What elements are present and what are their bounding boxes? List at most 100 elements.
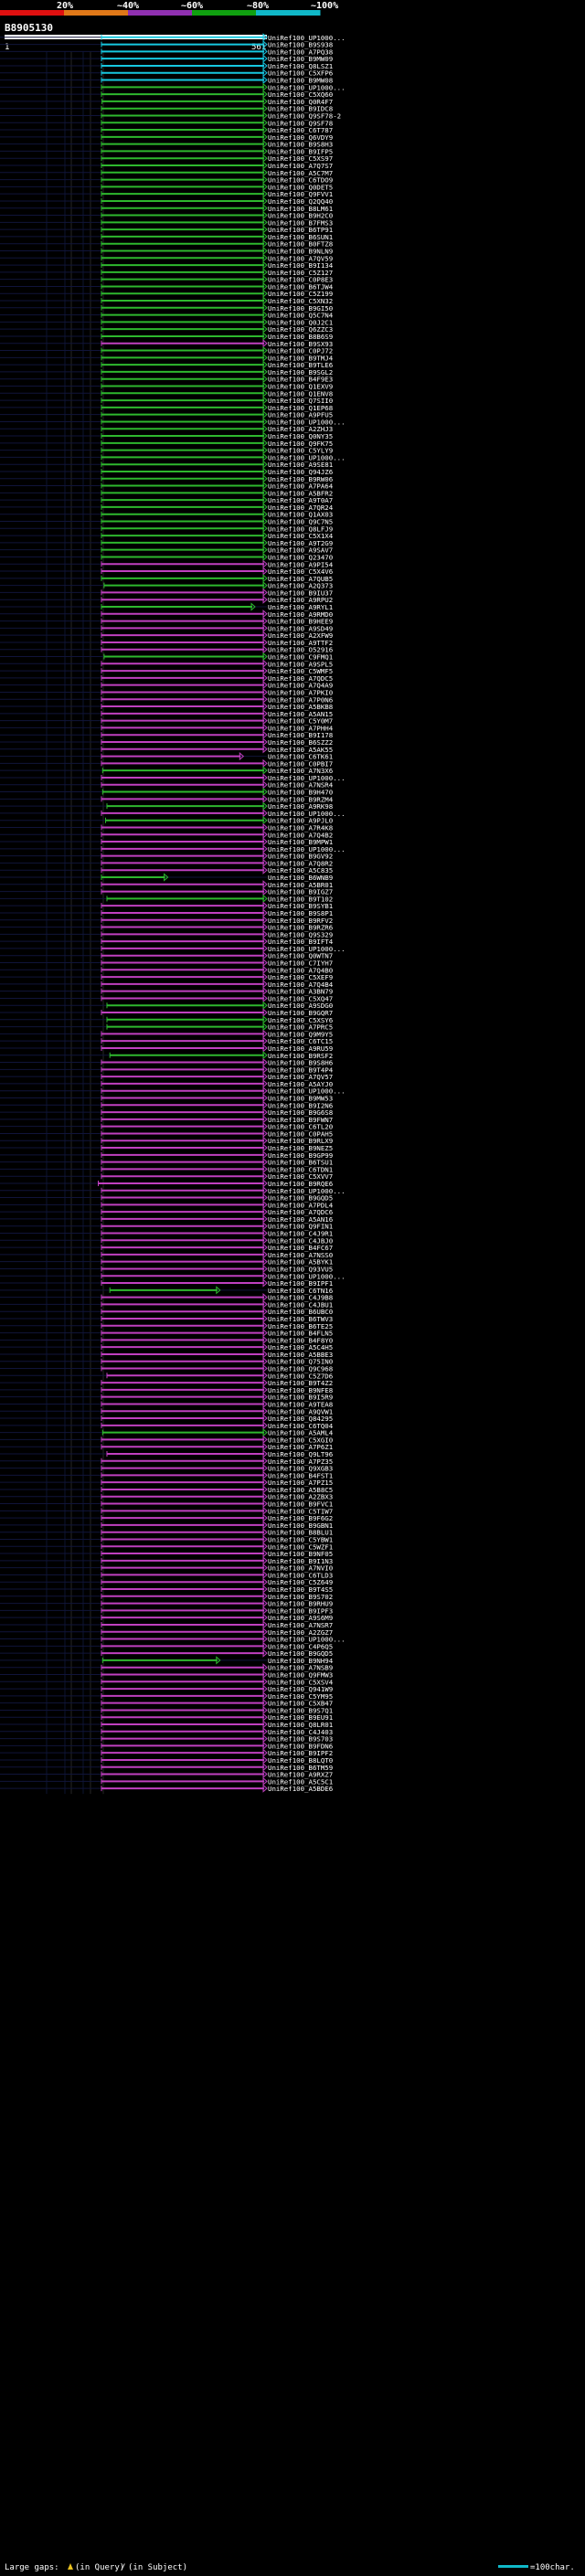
hit-row[interactable]: UniRef100_C6TL20 xyxy=(0,1122,333,1131)
hit-label[interactable]: UniRef100_C5XQ47 xyxy=(268,994,333,1002)
hit-label[interactable]: UniRef100_A5C835 xyxy=(268,866,333,875)
hit-row[interactable]: UniRef100_C5X4V6 xyxy=(0,567,333,576)
hit-label[interactable]: UniRef100_C6TC15 xyxy=(268,1037,333,1045)
hit-row[interactable]: UniRef100_C5XEF9 xyxy=(0,972,333,981)
hit-label[interactable]: UniRef100_C5XS97 xyxy=(268,154,333,163)
hit-label[interactable]: UniRef100_B9GP99 xyxy=(268,1151,333,1160)
hit-label[interactable]: UniRef100_A7QV59 xyxy=(268,254,333,262)
hit-label[interactable]: UniRef100_A7NSS0 xyxy=(268,1251,333,1259)
hit-label[interactable]: UniRef100_A9SPL5 xyxy=(268,660,333,668)
hit-row[interactable]: UniRef100_C4P6Q5 xyxy=(0,1641,333,1650)
hit-row[interactable]: UniRef100_B9RSF2 xyxy=(0,1051,333,1060)
hit-label[interactable]: UniRef100_B6SUN1 xyxy=(268,233,333,241)
hit-row[interactable]: UniRef100_B9GQD5 xyxy=(0,1648,333,1658)
hit-row[interactable]: UniRef100_A7NSS0 xyxy=(0,1250,333,1259)
hit-label[interactable]: UniRef100_C5Z7D6 xyxy=(268,1372,333,1380)
hit-label[interactable]: UniRef100_A5AYJ0 xyxy=(268,1080,333,1088)
hit-row[interactable]: UniRef100_C5XSV4 xyxy=(0,1677,334,1686)
hit-label[interactable]: UniRef100_C6TK61 xyxy=(268,753,333,761)
hit-row[interactable]: UniRef100_B8LM61 xyxy=(0,204,333,213)
hit-row[interactable]: UniRef100_B9NLN9 xyxy=(0,246,333,256)
hit-label[interactable]: UniRef100_B6TSU1 xyxy=(268,1159,333,1167)
hit-label[interactable]: UniRef100_A5C4H5 xyxy=(268,1343,333,1352)
hit-row[interactable]: UniRef100_A9T0A7 xyxy=(0,495,333,504)
hit-label[interactable]: UniRef100_C4JBU1 xyxy=(268,1300,333,1309)
hit-label[interactable]: UniRef100_Q0DET5 xyxy=(268,183,333,191)
hit-row[interactable]: UniRef100_B9I1N3 xyxy=(0,1556,333,1565)
hit-label[interactable]: UniRef100_C5X1X4 xyxy=(268,532,334,540)
hit-label[interactable]: UniRef100_Q1AX03 xyxy=(268,511,333,519)
hit-label[interactable]: UniRef100_A5AN15 xyxy=(268,710,333,718)
hit-row[interactable]: UniRef100_A5BKB8 xyxy=(0,702,333,711)
hit-row[interactable]: UniRef100_C6T787 xyxy=(0,125,333,134)
hit-row[interactable]: UniRef100_B9NEZ5 xyxy=(0,1143,333,1152)
hit-label[interactable]: UniRef100_UP1000... xyxy=(268,1087,346,1096)
hit-row[interactable]: UniRef100_A9SD49 xyxy=(0,623,333,632)
hit-label[interactable]: UniRef100_A9TEA8 xyxy=(268,1401,333,1409)
hit-label[interactable]: UniRef100_B9TLE6 xyxy=(268,361,333,369)
hit-label[interactable]: UniRef100_B9T102 xyxy=(268,895,333,903)
hit-row[interactable]: UniRef100_B9FVC1 xyxy=(0,1499,333,1509)
hit-label[interactable]: UniRef100_B8BLU1 xyxy=(268,1529,333,1537)
hit-label[interactable]: UniRef100_Q9SF78 xyxy=(268,119,333,127)
hit-row[interactable]: UniRef100_A5C5C1 xyxy=(0,1776,333,1786)
hit-row[interactable]: UniRef100_C4JBU1 xyxy=(0,1299,333,1309)
hit-label[interactable]: UniRef100_B9TMJ4 xyxy=(268,354,334,362)
hit-label[interactable]: UniRef100_B9MW53 xyxy=(268,1095,333,1103)
hit-label[interactable]: UniRef100_B9IU37 xyxy=(268,588,333,597)
hit-row[interactable]: UniRef100_B9I2N6 xyxy=(0,1100,333,1109)
hit-row[interactable]: UniRef100_C5XQ47 xyxy=(0,993,333,1002)
hit-label[interactable]: UniRef100_A7PZ35 xyxy=(268,1458,333,1466)
hit-row[interactable]: UniRef100_A7PQ38 xyxy=(0,47,333,56)
hit-row[interactable]: UniRef100_B9RZM4 xyxy=(0,794,334,803)
hit-label[interactable]: UniRef100_B9NH94 xyxy=(268,1657,334,1665)
hit-label[interactable]: UniRef100_A7QDC5 xyxy=(268,674,333,683)
hit-row[interactable]: UniRef100_UP1000... xyxy=(0,844,346,853)
hit-label[interactable]: UniRef100_A9SD49 xyxy=(268,624,333,632)
hit-label[interactable]: UniRef100_B8LQT0 xyxy=(268,1756,333,1765)
hit-row[interactable]: UniRef100_A5AYJ0 xyxy=(0,1079,333,1088)
hit-label[interactable]: UniRef100_A3BN79 xyxy=(268,988,333,996)
hit-label[interactable]: UniRef100_B9S8P1 xyxy=(268,909,333,917)
hit-label[interactable]: UniRef100_B4FST1 xyxy=(268,1471,333,1479)
hit-row[interactable]: UniRef100_A7Q4A9 xyxy=(0,681,333,690)
hit-label[interactable]: UniRef100_Q94JZ6 xyxy=(268,468,333,476)
hit-row[interactable]: UniRef100_Q0J2C1 xyxy=(0,317,333,326)
hit-label[interactable]: UniRef100_C5XN32 xyxy=(268,297,333,305)
hit-row[interactable]: UniRef100_C5Z7D6 xyxy=(0,1371,333,1380)
hit-label[interactable]: UniRef100_A7R4K8 xyxy=(268,824,333,832)
hit-label[interactable]: UniRef100_A7NSR7 xyxy=(268,1621,333,1629)
hit-row[interactable]: UniRef100_B8LQT0 xyxy=(0,1755,333,1765)
hit-label[interactable]: UniRef100_Q9FIN1 xyxy=(268,1223,333,1231)
hit-row[interactable]: UniRef100_A9RU59 xyxy=(0,1044,333,1053)
hit-label[interactable]: UniRef100_UP1000... xyxy=(268,945,346,953)
hit-row[interactable]: UniRef100_B6TP91 xyxy=(0,225,333,234)
hit-row[interactable]: UniRef100_A9RXZ7 xyxy=(0,1769,333,1779)
hit-row[interactable]: UniRef100_C5YBW1 xyxy=(0,1534,333,1544)
hit-row[interactable]: UniRef100_B6UBC0 xyxy=(0,1307,333,1316)
hit-label[interactable]: UniRef100_Q93VU5 xyxy=(268,1266,333,1274)
hit-row[interactable]: UniRef100_B9IDC8 xyxy=(0,104,333,113)
hit-row[interactable]: UniRef100_B9I5R9 xyxy=(0,1393,333,1402)
hit-row[interactable]: UniRef100_A9SPL5 xyxy=(0,659,333,668)
hit-label[interactable]: UniRef100_C5TIW7 xyxy=(268,1507,333,1515)
hit-row[interactable]: UniRef100_C5XVV7 xyxy=(0,1171,333,1181)
hit-label[interactable]: UniRef100_A5BKB8 xyxy=(268,703,333,711)
hit-label[interactable]: UniRef100_A7PA64 xyxy=(268,482,334,491)
hit-row[interactable]: UniRef100_UP1000... xyxy=(0,82,346,91)
hit-row[interactable]: UniRef100_B9EU91 xyxy=(0,1712,333,1722)
hit-row[interactable]: UniRef100_A7P0N6 xyxy=(0,694,333,704)
hit-label[interactable]: UniRef100_C5XQ60 xyxy=(268,90,333,99)
hit-label[interactable]: UniRef100_UP1000... xyxy=(268,1187,346,1195)
hit-row[interactable]: UniRef100_C5X1X4 xyxy=(0,531,334,540)
hit-label[interactable]: UniRef100_C5Z127 xyxy=(268,269,333,277)
hit-label[interactable]: UniRef100_Q8LR01 xyxy=(268,1721,333,1729)
hit-row[interactable]: UniRef100_C4JBJ0 xyxy=(0,1235,333,1245)
hit-label[interactable]: UniRef100_B9RHU9 xyxy=(268,1600,333,1608)
hit-label[interactable]: UniRef100_C5YLY9 xyxy=(268,447,333,455)
hit-label[interactable]: UniRef100_B9RW06 xyxy=(268,475,333,483)
hit-row[interactable]: UniRef100_Q0NY35 xyxy=(0,431,333,440)
hit-label[interactable]: UniRef100_C6TQ04 xyxy=(268,1422,334,1430)
hit-row[interactable]: UniRef100_A7NVI0 xyxy=(0,1564,333,1573)
hit-row[interactable]: UniRef100_B0FTZ8 xyxy=(0,239,333,249)
